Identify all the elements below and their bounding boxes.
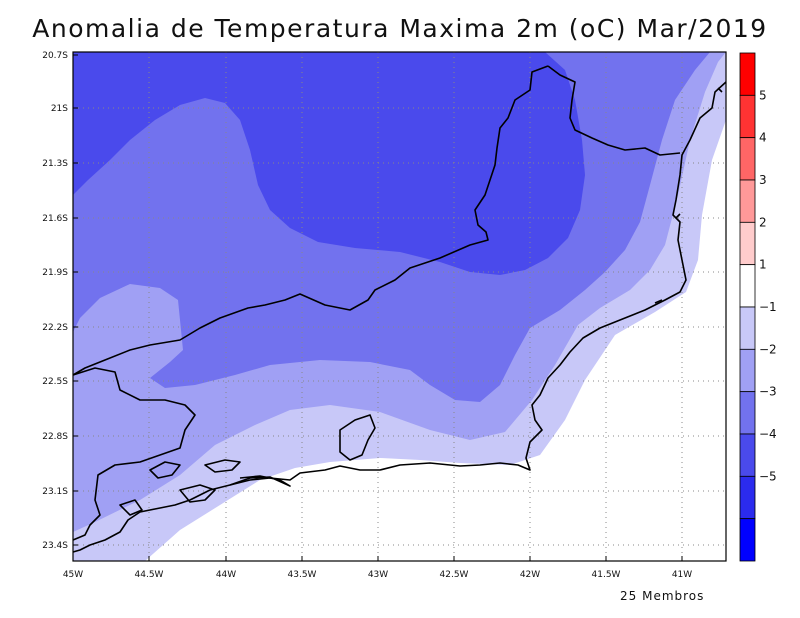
colorbar-label: −1 — [759, 300, 777, 314]
lat-tick-label: 22.2S — [42, 323, 68, 333]
lon-tick-label: 43W — [368, 570, 388, 580]
colorbar-swatch — [739, 433, 756, 477]
colorbar-swatch — [739, 518, 756, 562]
colorbar-label: 2 — [759, 215, 767, 229]
colorbar-swatch — [739, 137, 756, 181]
lat-tick-label: 21.9S — [42, 268, 68, 278]
colorbar-swatch — [739, 475, 756, 520]
colorbar-label: −5 — [759, 469, 777, 483]
lon-tick-label: 43.5W — [288, 570, 317, 580]
boundaries — [72, 65, 727, 553]
lon-tick-label: 41W — [672, 570, 692, 580]
colorbar-label: 5 — [759, 88, 767, 102]
lat-tick-label: 21S — [51, 104, 68, 114]
lat-tick-label: 22.5S — [42, 377, 68, 387]
colorbar-swatch — [739, 94, 756, 139]
colorbar-swatch — [739, 348, 756, 393]
lon-tick-label: 41.5W — [592, 570, 621, 580]
coast-south — [72, 484, 231, 553]
lat-tick-label: 21.6S — [42, 214, 68, 224]
state-border-mg-es — [72, 65, 549, 376]
colorbar-label: 4 — [759, 131, 767, 145]
plot-frame — [72, 51, 727, 562]
lon-tick-label: 45W — [63, 570, 83, 580]
colorbar-swatch — [739, 52, 756, 96]
baia-guanabara — [339, 414, 376, 461]
colorbar-swatch — [739, 391, 756, 435]
colorbar-swatch — [739, 179, 756, 223]
lat-tick-label: 23.4S — [42, 541, 68, 551]
sepetiba-shore — [229, 475, 291, 487]
colorbar-swatch — [739, 221, 756, 266]
coast-islands — [119, 87, 723, 516]
lon-tick-label: 42.5W — [440, 570, 469, 580]
lat-tick-label: 22.8S — [42, 432, 68, 442]
coast-north — [229, 81, 727, 486]
lon-tick-label: 42W — [520, 570, 540, 580]
longitude-axis: 45W 44.5W 44W 43.5W 43W 42.5W 42W 41.5W 41W — [63, 556, 692, 580]
colorbar-label: −4 — [759, 427, 777, 441]
lat-tick-label: 20.7S — [42, 51, 68, 61]
latitude-axis: 20.7S 21S 21.3S 21.6S 21.9S 22.2S 22.5S 22.8S 23… — [42, 51, 78, 551]
lat-tick-label: 21.3S — [42, 159, 68, 169]
border-rj-sp — [72, 367, 196, 541]
colorbar-label: −2 — [759, 342, 777, 356]
colorbar-label: −3 — [759, 385, 777, 399]
lon-tick-label: 44.5W — [135, 570, 164, 580]
members-label: 25 Membros — [620, 589, 705, 603]
state-border-es-rj — [547, 65, 681, 156]
map-title: Anomalia de Temperatura Maxima 2m (oC) M… — [32, 14, 768, 43]
colorbar-swatch — [739, 306, 756, 350]
ilha-grande — [179, 484, 216, 503]
lon-tick-label: 44W — [216, 570, 236, 580]
colorbar-swatch — [739, 264, 756, 308]
colorbar-label: 3 — [759, 173, 767, 187]
lat-tick-label: 23.1S — [42, 487, 68, 497]
colorbar-label: 1 — [759, 258, 767, 272]
